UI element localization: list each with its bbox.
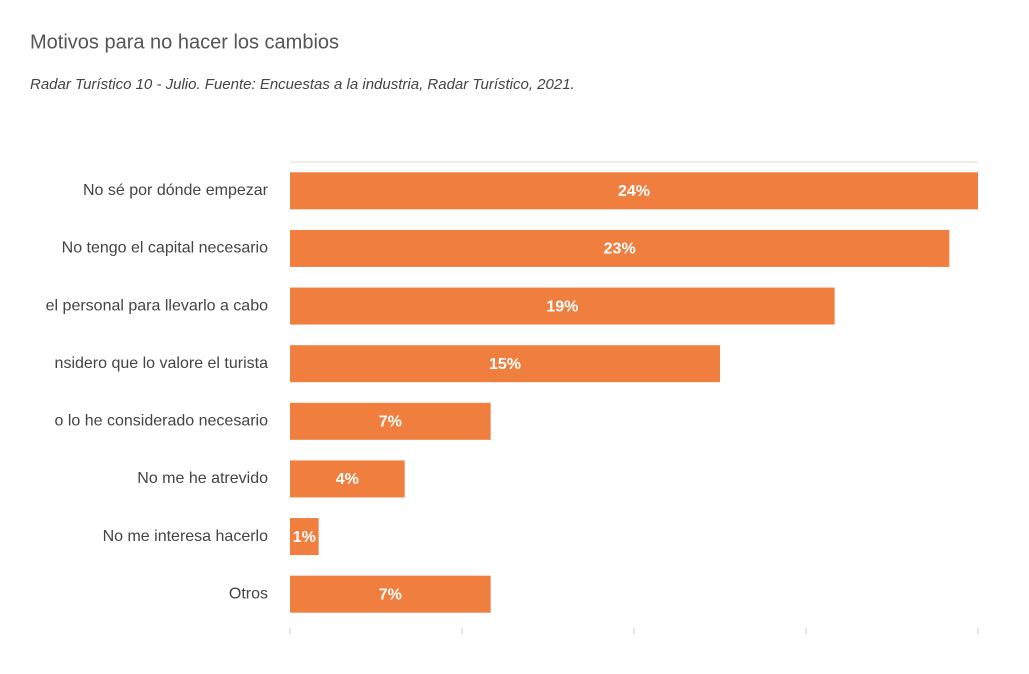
value-label: 7%	[379, 586, 402, 603]
category-label: el personal para llevarlo a cabo	[46, 297, 268, 314]
category-label: o lo he considerado necesario	[55, 413, 269, 430]
chart-subtitle: Radar Turístico 10 - Julio. Fuente: Encu…	[30, 76, 575, 93]
value-label: 19%	[546, 298, 578, 315]
value-label: 1%	[293, 529, 316, 546]
category-label: nsidero que lo valore el turista	[55, 355, 269, 372]
category-label: Otros	[229, 585, 268, 602]
bar	[290, 172, 978, 210]
category-label: No me he atrevido	[137, 470, 268, 487]
bar	[290, 575, 491, 613]
bar	[290, 402, 491, 440]
bar	[290, 345, 720, 383]
value-label: 15%	[489, 356, 521, 373]
chart-title: Motivos para no hacer los cambios	[30, 31, 339, 53]
category-label: No sé por dónde empezar	[83, 182, 269, 199]
bar	[290, 460, 405, 498]
category-label: No tengo el capital necesario	[62, 240, 268, 257]
bar	[290, 229, 950, 267]
bar	[290, 287, 835, 325]
value-label: 23%	[604, 241, 636, 258]
category-label: No me interesa hacerlo	[103, 528, 269, 545]
value-label: 7%	[379, 414, 402, 431]
bar	[290, 518, 319, 556]
value-label: 4%	[336, 471, 359, 488]
value-label: 24%	[618, 183, 650, 200]
